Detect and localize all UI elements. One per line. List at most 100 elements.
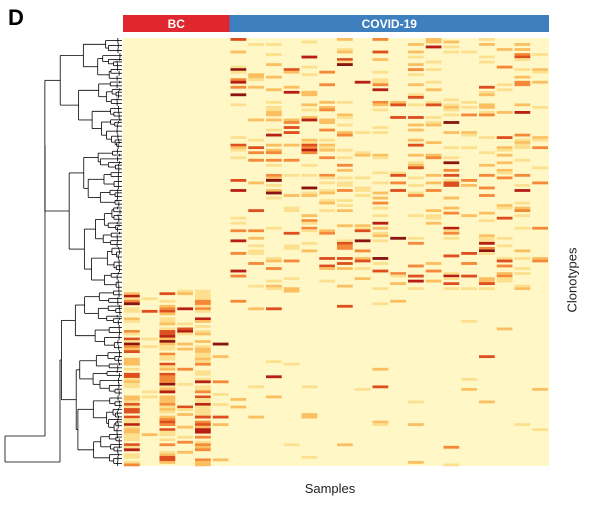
heatmap-cell bbox=[124, 372, 140, 376]
heatmap-cell bbox=[319, 118, 335, 122]
heatmap-cell bbox=[195, 415, 211, 419]
heatmap-cell bbox=[159, 377, 176, 381]
heatmap-cell bbox=[195, 435, 211, 439]
heatmap-cell bbox=[514, 158, 531, 162]
heatmap-cell bbox=[496, 216, 513, 220]
heatmap-cell bbox=[319, 189, 335, 192]
heatmap-cell bbox=[177, 408, 193, 411]
heatmap-cell bbox=[230, 143, 247, 147]
heatmap-cell bbox=[159, 430, 176, 434]
heatmap-cell bbox=[443, 121, 460, 124]
heatmap-cell bbox=[408, 153, 424, 157]
heatmap-cell bbox=[159, 342, 176, 346]
heatmap-cell bbox=[124, 360, 140, 364]
heatmap-cell bbox=[372, 108, 389, 112]
heatmap-cell bbox=[532, 387, 548, 391]
heatmap-cell bbox=[372, 226, 389, 230]
heatmap-cell bbox=[496, 111, 513, 114]
group-bar-bc bbox=[123, 15, 230, 32]
heatmap-cell bbox=[301, 415, 318, 419]
heatmap-cell bbox=[266, 108, 282, 112]
heatmap-cell bbox=[337, 239, 353, 243]
heatmap-cell bbox=[354, 387, 371, 391]
heatmap-cell bbox=[337, 148, 353, 152]
heatmap-cell bbox=[443, 50, 460, 54]
heatmap-cell bbox=[354, 189, 371, 192]
heatmap-cell bbox=[266, 191, 282, 195]
heatmap-cell bbox=[248, 43, 264, 46]
heatmap-cell bbox=[408, 43, 424, 46]
heatmap-cell bbox=[337, 257, 353, 260]
heatmap-cell bbox=[425, 80, 442, 84]
heatmap-cell bbox=[372, 302, 389, 306]
heatmap-cell bbox=[514, 48, 531, 51]
heatmap-cell bbox=[177, 382, 193, 386]
heatmap-cell bbox=[354, 267, 371, 270]
heatmap-cell bbox=[301, 73, 318, 77]
heatmap-cell bbox=[408, 63, 424, 66]
heatmap-cell bbox=[124, 433, 140, 437]
heatmap-cell bbox=[461, 184, 477, 187]
heatmap-cell bbox=[337, 163, 353, 167]
heatmap-cell bbox=[301, 173, 318, 177]
heatmap-cell bbox=[479, 400, 495, 404]
heatmap-cell bbox=[195, 350, 211, 354]
heatmap-cell bbox=[159, 337, 176, 341]
heatmap-cell bbox=[124, 425, 140, 429]
heatmap-cell bbox=[124, 438, 140, 442]
heatmap-cell bbox=[372, 269, 389, 273]
heatmap-cell bbox=[408, 264, 424, 268]
heatmap-cell bbox=[177, 440, 193, 444]
heatmap-cell bbox=[248, 138, 264, 142]
heatmap-cell bbox=[514, 75, 531, 79]
heatmap-cell bbox=[195, 360, 211, 364]
heatmap-cell bbox=[124, 317, 140, 321]
heatmap-cell bbox=[195, 292, 211, 296]
heatmap-cell bbox=[532, 181, 548, 185]
heatmap-cell bbox=[124, 375, 140, 379]
heatmap-cell bbox=[408, 161, 424, 165]
heatmap-cell bbox=[408, 95, 424, 99]
heatmap-cell bbox=[337, 63, 353, 66]
heatmap-cell bbox=[283, 362, 300, 366]
heatmap-cell bbox=[283, 143, 300, 147]
heatmap-cell bbox=[408, 287, 424, 291]
heatmap-cell bbox=[514, 272, 531, 275]
heatmap-cell bbox=[390, 189, 406, 192]
heatmap-cell bbox=[159, 390, 176, 394]
heatmap-cell bbox=[159, 423, 176, 427]
heatmap-cell bbox=[337, 181, 353, 185]
heatmap-cell bbox=[159, 405, 176, 409]
heatmap-cell bbox=[496, 206, 513, 210]
heatmap-cell bbox=[532, 53, 548, 56]
heatmap-cell bbox=[195, 340, 211, 343]
heatmap-cell bbox=[248, 181, 264, 185]
heatmap-cell bbox=[301, 191, 318, 195]
heatmap-cell bbox=[514, 111, 531, 114]
heatmap-cell bbox=[443, 45, 460, 49]
heatmap-cell bbox=[354, 153, 371, 157]
heatmap-cell bbox=[301, 146, 318, 150]
heatmap-cell bbox=[301, 141, 318, 145]
heatmap-cell bbox=[372, 126, 389, 129]
heatmap-cell bbox=[177, 307, 193, 311]
heatmap-cell bbox=[496, 171, 513, 175]
heatmap-cell bbox=[159, 418, 176, 421]
heatmap-cell bbox=[248, 151, 264, 155]
heatmap-cell bbox=[514, 173, 531, 177]
heatmap-cell bbox=[301, 148, 318, 152]
heatmap-cell bbox=[266, 360, 282, 364]
heatmap-cell bbox=[301, 249, 318, 253]
heatmap-cell bbox=[195, 289, 211, 293]
heatmap-cell bbox=[141, 337, 158, 341]
heatmap-cell bbox=[408, 116, 424, 119]
heatmap-cell bbox=[479, 43, 495, 46]
heatmap-cell bbox=[443, 226, 460, 230]
heatmap-cell bbox=[301, 226, 318, 230]
heatmap-cell bbox=[159, 317, 176, 321]
heatmap-cell bbox=[479, 103, 495, 107]
heatmap-cell bbox=[372, 83, 389, 87]
heatmap-cell bbox=[248, 75, 264, 79]
heatmap-cell bbox=[248, 118, 264, 122]
heatmap-cell bbox=[301, 214, 318, 218]
